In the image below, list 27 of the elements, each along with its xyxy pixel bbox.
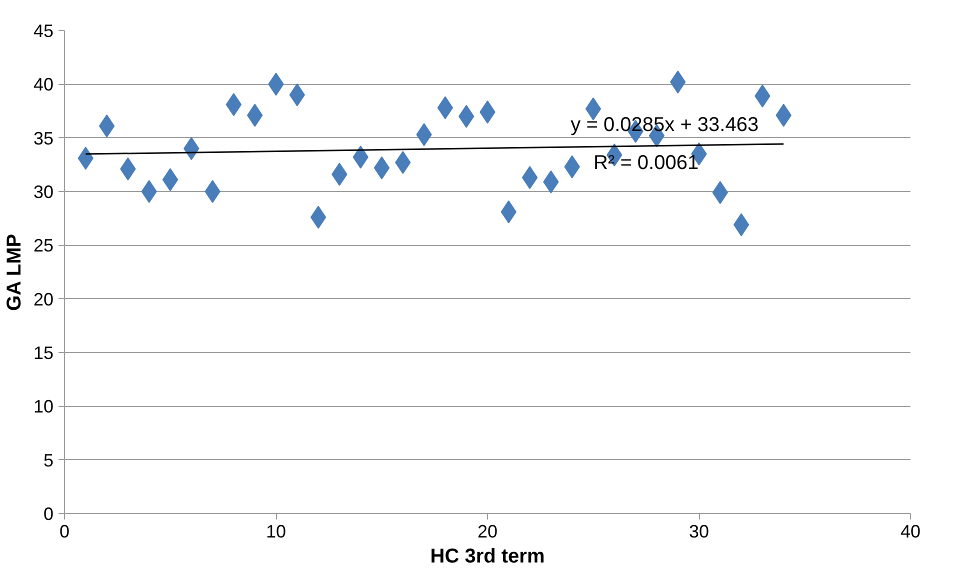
y-tick-label: 0 [43,504,54,524]
x-tick-label: 0 [59,522,70,542]
x-tick-label: 20 [477,522,498,542]
y-tick-label: 5 [43,450,54,470]
annotation: R² = 0.0061 [594,152,699,174]
x-tick-label: 40 [900,522,921,542]
point [98,114,115,138]
y-axis-title: GA LMP [3,234,26,311]
y-tick-label: 10 [33,396,54,417]
y-tick-label: 15 [33,343,54,363]
y-tick-label: 30 [33,182,54,202]
y-tick-label: 40 [33,74,54,95]
point [733,213,750,236]
point [162,168,178,192]
point [374,156,390,180]
y-tick-label: 45 [33,21,54,41]
point [437,96,454,120]
point [522,166,538,190]
y-tick-label: 35 [33,128,54,148]
point [310,206,326,229]
point [585,97,602,120]
y-tick-label: 25 [33,236,54,256]
x-tick-label: 30 [688,522,710,542]
y-tick-label: 20 [33,289,54,310]
point [226,93,242,116]
x-tick-label: 10 [266,522,286,542]
x-axis-title: HC 3rd term [430,546,545,568]
